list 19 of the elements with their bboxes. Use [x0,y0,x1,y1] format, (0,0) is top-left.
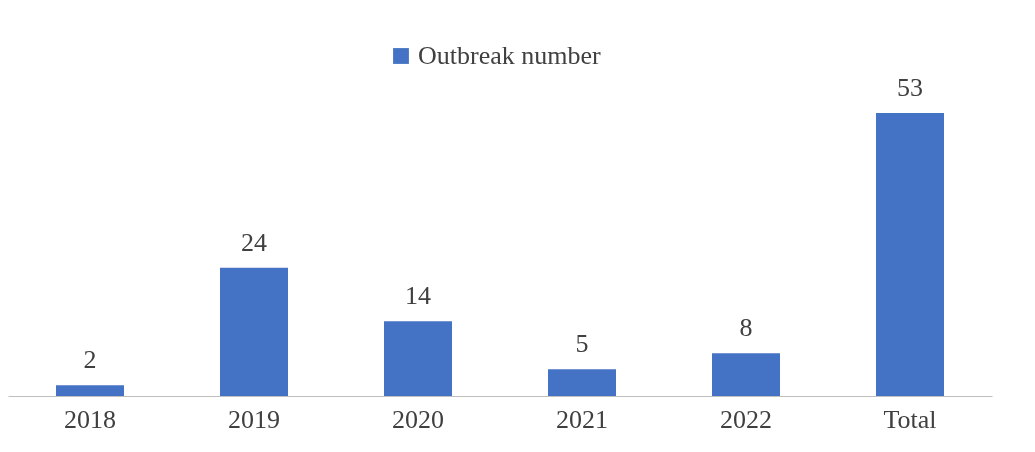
x-tick-label: Total [883,404,937,434]
x-tick-label: 2020 [392,404,444,434]
bar [220,267,288,396]
data-label: 14 [405,281,431,311]
bar [712,353,780,396]
data-label: 2 [83,345,97,375]
bar [56,385,124,396]
bar [384,321,452,396]
x-tick-label: 2018 [64,404,116,434]
data-label: 24 [241,227,267,257]
x-tick-label: 2019 [228,404,280,434]
data-label: 53 [897,73,923,102]
legend-label: Outbreak number [418,41,601,70]
x-tick-label: 2021 [556,404,608,434]
data-label: 5 [575,329,589,359]
bar [548,369,616,396]
data-label: 8 [739,313,753,343]
bar [876,113,944,396]
x-tick-label: 2022 [720,404,772,434]
